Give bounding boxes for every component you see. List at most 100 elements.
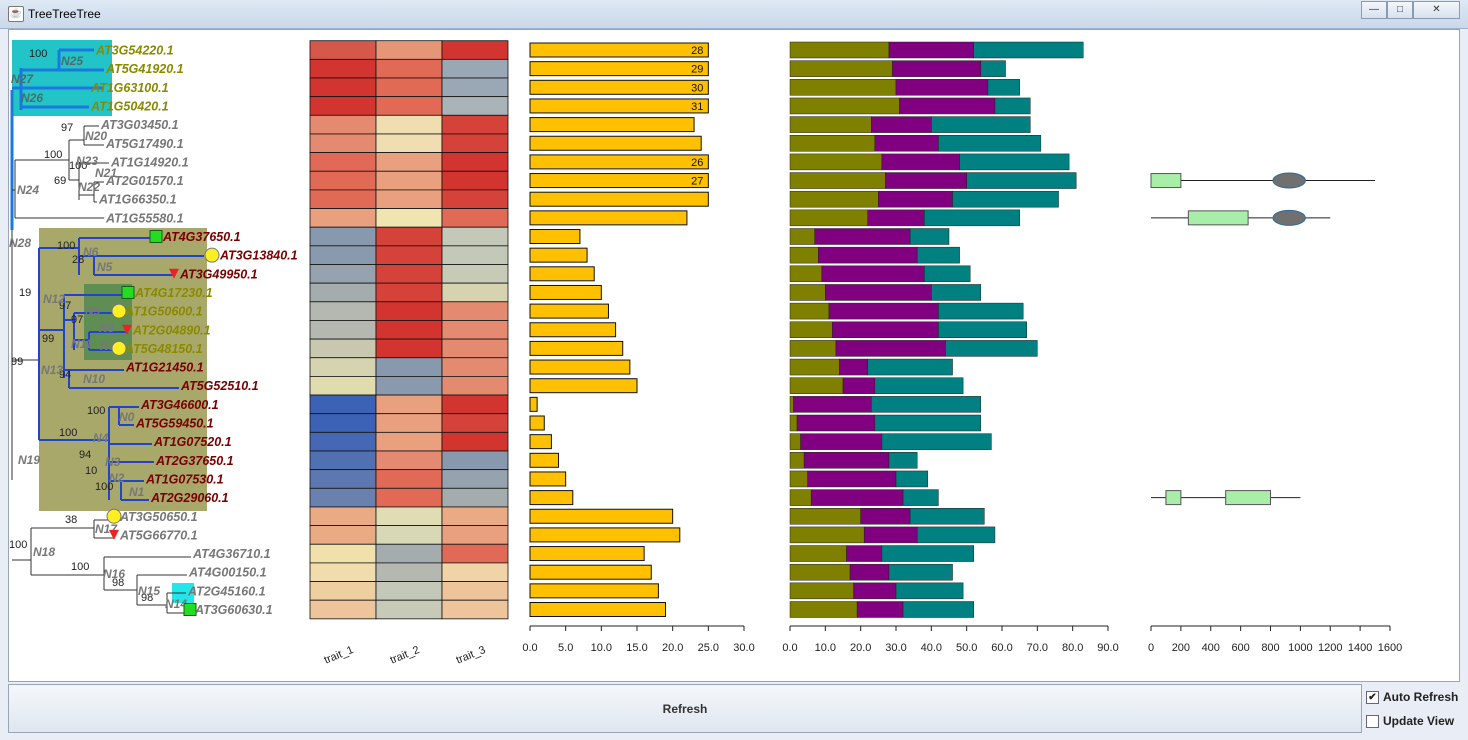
- stacked-bar-segment: [789, 452, 805, 469]
- stacked-bar-segment: [938, 135, 1042, 152]
- heatmap-cell: [441, 469, 509, 489]
- bootstrap-value: 94: [79, 449, 91, 461]
- heatmap-cell: [375, 562, 443, 582]
- auto-refresh-checkbox[interactable]: ✔: [1366, 690, 1379, 704]
- stacked-tick-label: 60.0: [991, 642, 1012, 654]
- heatmap-cell: [309, 264, 377, 284]
- node-label: N6: [83, 245, 99, 259]
- stacked-bar-segment: [818, 246, 918, 264]
- leaf-label: AT2G45160.1: [187, 584, 266, 598]
- leaf-label: AT5G41920.1: [105, 62, 184, 76]
- bar: [529, 61, 709, 77]
- stacked-bar-segment: [789, 340, 837, 357]
- bootstrap-value: 99: [42, 333, 54, 345]
- stacked-bar-segment: [789, 396, 794, 413]
- heatmap-cell: [309, 469, 377, 489]
- leaf-label: AT2G01570.1: [105, 174, 184, 188]
- auto-refresh-option[interactable]: ✔ Auto Refresh: [1366, 690, 1458, 704]
- close-button[interactable]: ✕: [1413, 1, 1460, 19]
- gene-domain-oval: [1272, 172, 1306, 189]
- bar: [529, 546, 645, 562]
- leaf-label: AT1G07530.1: [145, 472, 224, 486]
- stacked-bar-segment: [814, 228, 911, 245]
- maximize-button[interactable]: □: [1387, 1, 1413, 19]
- heatmap-cell: [441, 152, 509, 172]
- stacked-bar-segment: [789, 265, 823, 283]
- heatmap-cell: [309, 357, 377, 377]
- stacked-bar-segment: [789, 433, 801, 450]
- node-label: N24: [17, 183, 39, 197]
- stacked-bar-segment: [909, 228, 950, 245]
- node-label: N5: [97, 260, 113, 274]
- heatmap-cell: [441, 413, 509, 433]
- marker-square-icon: [183, 603, 197, 616]
- bootstrap-value: 69: [54, 175, 66, 187]
- stacked-bar-segment: [987, 79, 1020, 96]
- stacked-bar-segment: [871, 396, 982, 413]
- stacked-bar-segment: [952, 190, 1059, 208]
- bar: [529, 340, 624, 356]
- minimize-button[interactable]: —: [1361, 1, 1387, 19]
- heatmap-cell: [441, 245, 509, 265]
- heatmap-cell: [441, 320, 509, 340]
- stacked-bar-segment: [789, 209, 868, 227]
- heatmap-cell: [441, 189, 509, 209]
- stacked-tick-label: 40.0: [921, 642, 942, 654]
- update-view-checkbox[interactable]: [1366, 714, 1379, 728]
- stacked-bar-segment: [966, 172, 1077, 189]
- leaf-label: AT4G36710.1: [192, 547, 271, 561]
- stacked-bar-segment: [800, 433, 883, 450]
- tree-visualization: 1009710010069100281997979999941001009410…: [9, 40, 1402, 667]
- bar-value-label: 30: [691, 82, 703, 94]
- bootstrap-value: 19: [19, 287, 31, 299]
- node-label: N0: [119, 410, 135, 424]
- heatmap-cell: [375, 226, 443, 247]
- leaf-label: AT5G66770.1: [119, 528, 198, 542]
- stacked-bar-segment: [924, 265, 971, 283]
- leaf-label: AT4G00150.1: [188, 566, 267, 580]
- node-label: N2: [109, 471, 125, 485]
- bootstrap-value: 100: [87, 405, 105, 417]
- gene-tick-label: 0: [1148, 642, 1154, 654]
- heatmap-cell: [309, 394, 377, 415]
- node-label: N20: [85, 129, 107, 143]
- refresh-button[interactable]: Refresh: [9, 685, 1361, 732]
- heatmap-cell: [375, 282, 443, 303]
- heatmap-cell: [441, 301, 509, 321]
- stacked-bar-segment: [789, 545, 847, 562]
- gene-exon-block: [1165, 490, 1182, 506]
- leaf-label: AT5G48150.1: [124, 342, 203, 356]
- java-app-icon: ☕: [8, 6, 24, 22]
- gene-tick-label: 400: [1202, 642, 1220, 654]
- tree-canvas[interactable]: 100 97 100 100 69 100 28 19 97 97 99 99 94 100 100 94 10…: [8, 29, 1460, 682]
- node-label: N4: [93, 431, 109, 445]
- stacked-bar-segment: [789, 377, 844, 394]
- leaf-label: AT5G59450.1: [135, 417, 214, 431]
- stacked-bar-segment: [796, 414, 876, 432]
- bar: [529, 154, 709, 170]
- heatmap-cell: [309, 208, 377, 228]
- node-label: N3: [105, 455, 121, 469]
- node-label: N8: [99, 321, 115, 335]
- leaf-label: AT5G17490.1: [105, 137, 184, 151]
- gene-tick-label: 800: [1261, 642, 1279, 654]
- bar-value-label: 31: [691, 101, 703, 113]
- heatmap-cell: [441, 506, 509, 527]
- update-view-option[interactable]: Update View: [1366, 714, 1454, 728]
- gene-tick-label: 200: [1172, 642, 1190, 654]
- gene-tick-label: 600: [1231, 642, 1249, 654]
- marker-square-icon: [121, 285, 135, 299]
- stacked-bar-segment: [902, 601, 974, 618]
- stacked-bar-segment: [828, 302, 939, 320]
- heatmap-cell: [375, 413, 443, 433]
- heatmap-cell: [309, 506, 377, 527]
- node-label: N13: [41, 363, 63, 377]
- stacked-bar-segment: [916, 246, 960, 264]
- stacked-tick-label: 10.0: [815, 642, 836, 654]
- heatmap-cell: [441, 77, 509, 98]
- heatmap-cell: [375, 170, 443, 191]
- heatmap-cell: [309, 226, 377, 247]
- stacked-bar-segment: [810, 489, 904, 506]
- bar: [529, 490, 574, 506]
- stacked-bar-segment: [789, 246, 819, 264]
